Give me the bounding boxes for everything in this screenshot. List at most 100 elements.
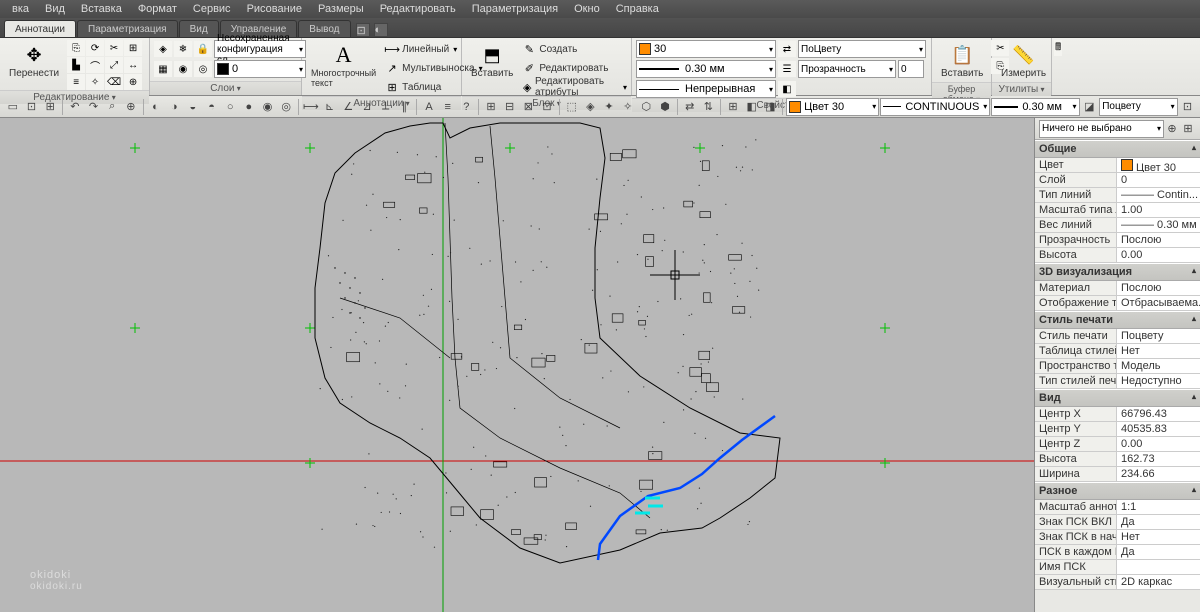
ribbon-tab-bar[interactable]: АннотацииПараметризацияВидУправлениеВыво…: [0, 18, 1200, 38]
layer-icon[interactable]: ◈: [154, 41, 172, 57]
tb-lineweight-dropdown[interactable]: 0.30 мм: [991, 98, 1079, 116]
tb-icon[interactable]: ◪: [1081, 98, 1099, 116]
prop-row[interactable]: Ширина234.66: [1035, 467, 1200, 482]
measure-button[interactable]: 📏 Измерить: [996, 40, 1051, 82]
tb-icon[interactable]: ↶: [66, 98, 84, 116]
prop-row[interactable]: Слой0: [1035, 173, 1200, 188]
tb-icon[interactable]: ⊡: [23, 98, 41, 116]
tb-icon[interactable]: ⊟: [501, 98, 519, 116]
tb-icon[interactable]: ≡: [439, 98, 457, 116]
lineweight-dropdown[interactable]: 0.30 мм: [636, 60, 776, 78]
tb-icon[interactable]: ▭: [4, 98, 22, 116]
prop-row[interactable]: Имя ПСК: [1035, 560, 1200, 575]
prop-row[interactable]: Центр Z0.00: [1035, 437, 1200, 452]
copy-icon[interactable]: ⎘: [67, 40, 85, 56]
prop-section-Разное[interactable]: Разное▴: [1035, 482, 1200, 500]
tb-icon[interactable]: ◨: [762, 98, 780, 116]
qselect-icon[interactable]: ⊞: [1180, 120, 1196, 138]
stretch-icon[interactable]: ↔: [124, 57, 142, 73]
menu-Справка[interactable]: Справка: [608, 1, 667, 17]
tb-icon[interactable]: ◉: [259, 98, 277, 116]
prop-section-Стиль печати[interactable]: Стиль печати▴: [1035, 311, 1200, 329]
tb-icon[interactable]: ⟂: [377, 98, 395, 116]
tabbar-icon[interactable]: ◐: [374, 23, 388, 37]
tb-icon[interactable]: ∠: [339, 98, 357, 116]
menu-Рисование[interactable]: Рисование: [239, 1, 310, 17]
freeze-icon[interactable]: ❄: [174, 41, 192, 57]
prop-row[interactable]: Вес линий——— 0.30 мм: [1035, 218, 1200, 233]
tb-icon[interactable]: ✧: [619, 98, 637, 116]
tb-icon[interactable]: A: [420, 98, 438, 116]
tb-icon[interactable]: ∥: [396, 98, 414, 116]
match-prop-icon[interactable]: ⇄: [778, 41, 796, 57]
prop-row[interactable]: Таблица стилей ...Нет: [1035, 344, 1200, 359]
scale-icon[interactable]: ⤢: [105, 57, 123, 73]
prop-row[interactable]: Стиль печатиПоцвету: [1035, 329, 1200, 344]
menu-вка[interactable]: вка: [4, 1, 37, 17]
tb-icon[interactable]: ○: [221, 98, 239, 116]
insert-block-button[interactable]: ⬒ Вставить: [466, 40, 518, 82]
prop-row[interactable]: Центр X66796.43: [1035, 407, 1200, 422]
tb-icon[interactable]: ⌕: [103, 98, 121, 116]
tb-icon[interactable]: ✦: [600, 98, 618, 116]
tb-icon[interactable]: ⬡: [638, 98, 656, 116]
tb-icon[interactable]: ⊞: [724, 98, 742, 116]
menu-Сервис[interactable]: Сервис: [185, 1, 239, 17]
mtext-button[interactable]: A Многострочный текст: [306, 40, 381, 91]
prop-row[interactable]: Высота0.00: [1035, 248, 1200, 263]
move-button[interactable]: ✥ Перенести: [4, 40, 64, 82]
join-icon[interactable]: ⊕: [124, 74, 142, 90]
prop-row[interactable]: Визуальный стиль2D каркас: [1035, 575, 1200, 590]
layer-on-icon[interactable]: ◉: [174, 61, 192, 77]
menu-Вид[interactable]: Вид: [37, 1, 73, 17]
prop-row[interactable]: Центр Y40535.83: [1035, 422, 1200, 437]
color-dropdown[interactable]: 30: [636, 40, 776, 58]
menu-Размеры[interactable]: Размеры: [310, 1, 372, 17]
explode-icon[interactable]: ✧: [86, 74, 104, 90]
linetype-dropdown[interactable]: Непрерывная: [636, 80, 776, 98]
transp-input[interactable]: [898, 60, 924, 78]
prop-row[interactable]: МатериалПослою: [1035, 281, 1200, 296]
pick-icon[interactable]: ⊕: [1164, 120, 1180, 138]
lock-icon[interactable]: 🔒: [194, 41, 212, 57]
tb-icon[interactable]: ⬢: [656, 98, 674, 116]
menu-bar[interactable]: вкаВидВставкаФорматСервисРисованиеРазмер…: [0, 0, 1200, 18]
drawing-canvas[interactable]: [0, 118, 1034, 612]
selection-dropdown[interactable]: Ничего не выбрано: [1039, 120, 1164, 138]
prop-row[interactable]: Знак ПСК в нач. ...Нет: [1035, 530, 1200, 545]
prop-row[interactable]: Масштаб типа л...1.00: [1035, 203, 1200, 218]
layer-config-dropdown[interactable]: Несохраненная конфигурация сл: [214, 40, 306, 58]
tb-icon[interactable]: ?: [458, 98, 476, 116]
tb-icon[interactable]: ⬚: [563, 98, 581, 116]
tab-Аннотации[interactable]: Аннотации: [4, 20, 76, 37]
prop-section-Общие[interactable]: Общие▴: [1035, 140, 1200, 158]
create-block-button[interactable]: ✎Создать: [521, 40, 627, 58]
tb-icon[interactable]: ◐: [147, 98, 165, 116]
tb-linetype-dropdown[interactable]: CONTINUOUS: [880, 98, 990, 116]
tb-plotstyle-dropdown[interactable]: Поцвету: [1099, 98, 1177, 116]
prop-row[interactable]: ПрозрачностьПослою: [1035, 233, 1200, 248]
tb-icon[interactable]: ⊞: [41, 98, 59, 116]
tb-color-dropdown[interactable]: Цвет 30: [786, 98, 879, 116]
tb-icon[interactable]: ⊿: [358, 98, 376, 116]
tb-icon[interactable]: ◧: [743, 98, 761, 116]
menu-Вставка[interactable]: Вставка: [73, 1, 130, 17]
tb-icon[interactable]: ⊡: [1179, 98, 1197, 116]
tabbar-icon[interactable]: ⊡: [356, 23, 370, 37]
offset-icon[interactable]: ≡: [67, 74, 85, 90]
edit-block-button[interactable]: ✐Редактировать: [521, 59, 627, 77]
tb-icon[interactable]: ⊞: [482, 98, 500, 116]
bycolor-dropdown[interactable]: ПоЦвету: [798, 40, 926, 58]
tab-Вид[interactable]: Вид: [179, 20, 219, 37]
tb-icon[interactable]: ◒: [184, 98, 202, 116]
tb-icon[interactable]: ⇅: [700, 98, 718, 116]
layer-prop-icon[interactable]: ▦: [154, 61, 172, 77]
layer-iso-icon[interactable]: ◎: [194, 61, 212, 77]
tab-Параметризация[interactable]: Параметризация: [77, 20, 178, 37]
mirror-icon[interactable]: ▙: [67, 57, 85, 73]
transp-dropdown[interactable]: Прозрачность: [798, 60, 896, 78]
tb-icon[interactable]: ●: [240, 98, 258, 116]
prop-row[interactable]: Масштаб аннота...1:1: [1035, 500, 1200, 515]
trim-icon[interactable]: ✂: [105, 40, 123, 56]
tb-icon[interactable]: ↷: [85, 98, 103, 116]
